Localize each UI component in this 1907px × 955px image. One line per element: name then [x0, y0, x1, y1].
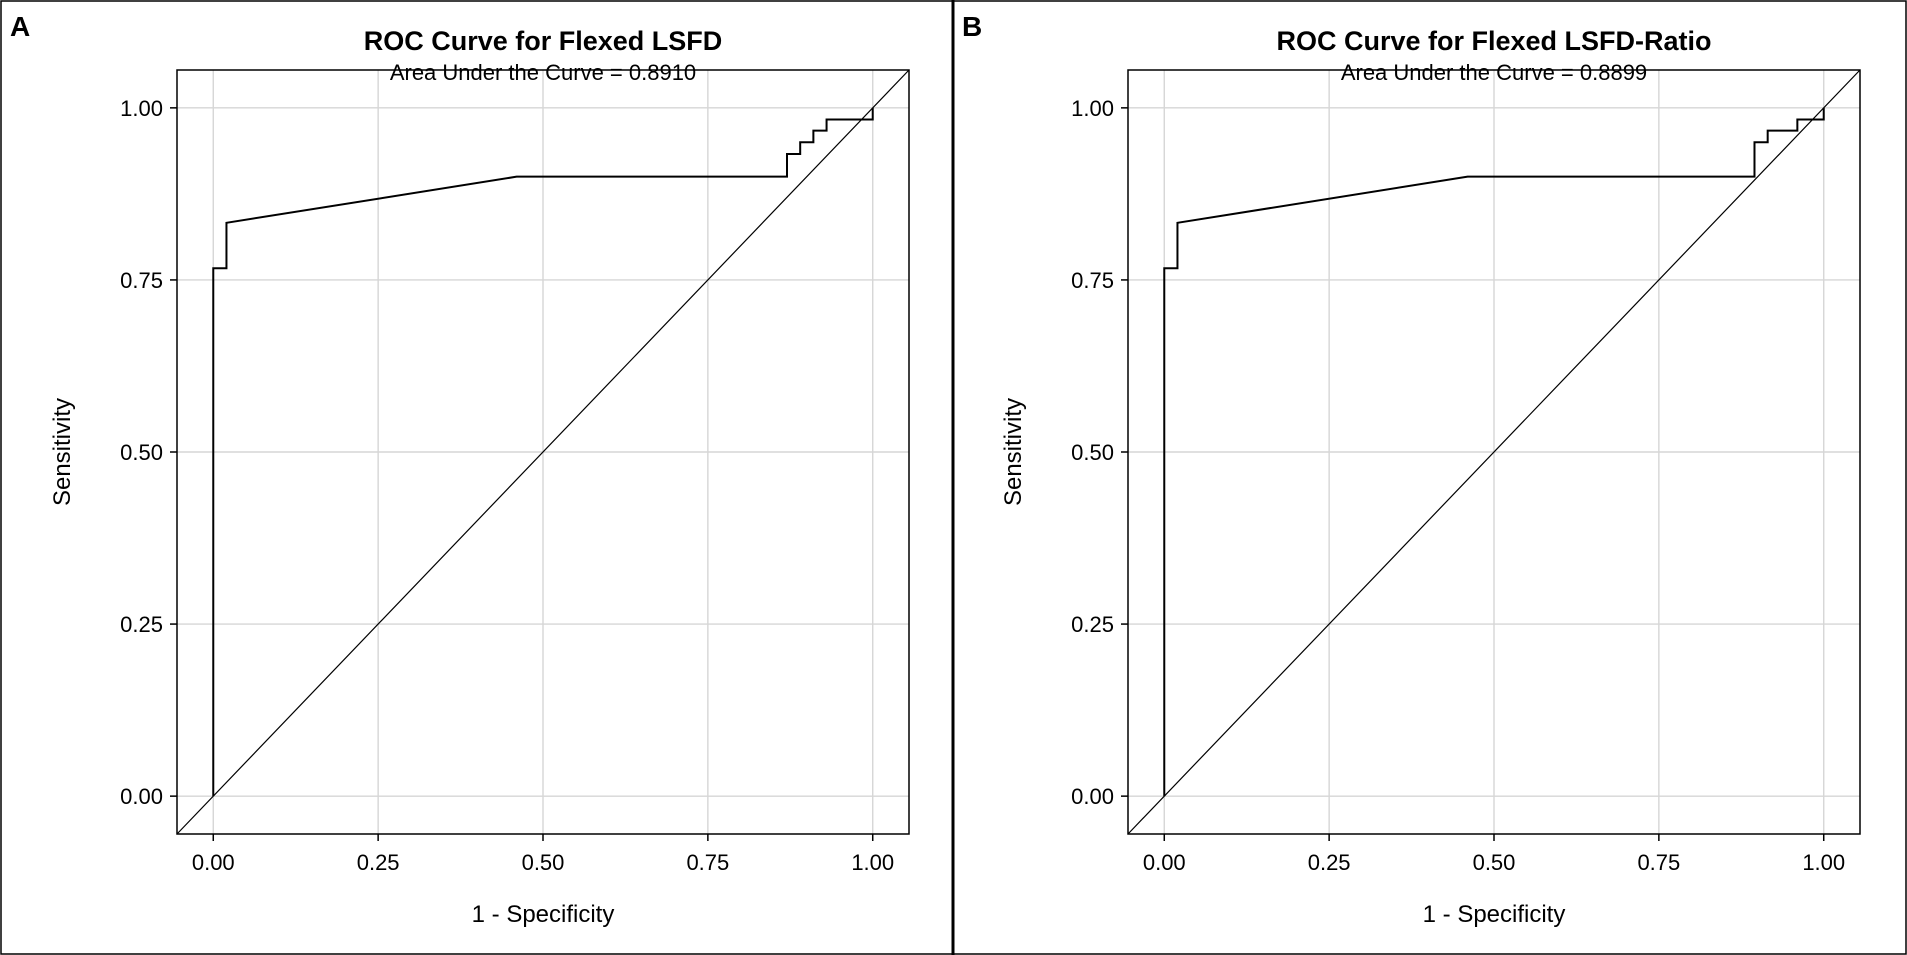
x-tick-label: 0.50 [1473, 850, 1516, 875]
panel-b: B ROC Curve for Flexed LSFD-Ratio Area U… [962, 11, 1861, 928]
y-tick-label: 1.00 [1071, 96, 1114, 121]
x-axis-label: 1 - Specificity [472, 901, 615, 928]
y-tick-label: 0.25 [120, 612, 163, 637]
x-tick-label: 0.25 [357, 850, 400, 875]
x-tick-label: 0.25 [1308, 850, 1351, 875]
axis-ticks: 0.00 0.25 0.50 0.75 1.00 0.00 0.25 0.50 0.75 1.00 [120, 96, 894, 875]
reference-line-layer [1127, 69, 1861, 835]
chart-title: ROC Curve for Flexed LSFD-Ratio [1276, 26, 1711, 56]
reference-line-layer [176, 69, 910, 835]
roc-curve-line [1163, 107, 1825, 797]
y-tick-label: 0.00 [120, 784, 163, 809]
y-axis-label: Sensitivity [1000, 398, 1027, 506]
reference-diagonal-line [1127, 69, 1861, 835]
roc-curve-layer [1163, 107, 1825, 797]
y-tick-label: 0.00 [1071, 784, 1114, 809]
axis-ticks: 0.00 0.25 0.50 0.75 1.00 0.00 0.25 0.50 0.75 1.00 [1071, 96, 1845, 875]
x-tick-label: 0.00 [1143, 850, 1186, 875]
y-tick-label: 1.00 [120, 96, 163, 121]
x-axis-label: 1 - Specificity [1423, 901, 1566, 928]
x-tick-label: 1.00 [1802, 850, 1845, 875]
x-tick-label: 0.75 [1637, 850, 1680, 875]
y-tick-label: 0.50 [1071, 440, 1114, 465]
y-tick-label: 0.50 [120, 440, 163, 465]
panel-label: B [962, 11, 982, 42]
x-tick-label: 0.75 [686, 850, 729, 875]
y-tick-label: 0.75 [1071, 268, 1114, 293]
roc-curve-layer [212, 107, 874, 797]
roc-curve-line [212, 107, 874, 797]
panel-label: A [10, 11, 30, 42]
x-tick-label: 1.00 [851, 850, 894, 875]
y-axis-label: Sensitivity [49, 398, 76, 506]
chart-title: ROC Curve for Flexed LSFD [364, 26, 723, 56]
y-tick-label: 0.25 [1071, 612, 1114, 637]
x-tick-label: 0.50 [522, 850, 565, 875]
panel-a: A ROC Curve for Flexed LSFD Area Under t… [10, 11, 910, 928]
x-tick-label: 0.00 [192, 850, 235, 875]
reference-diagonal-line [176, 69, 910, 835]
y-tick-label: 0.75 [120, 268, 163, 293]
